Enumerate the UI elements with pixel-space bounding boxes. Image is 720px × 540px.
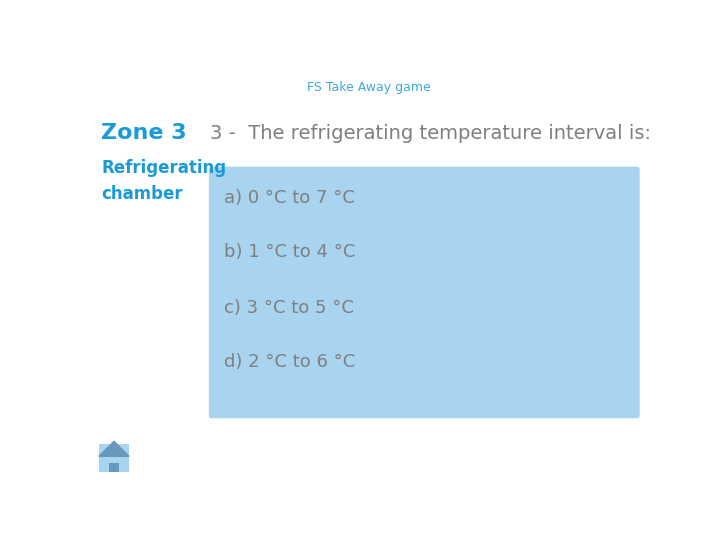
Text: FS Take Away game: FS Take Away game xyxy=(307,81,431,94)
Text: Refrigerating
chamber: Refrigerating chamber xyxy=(101,159,226,204)
FancyBboxPatch shape xyxy=(209,167,639,418)
Text: 3 -  The refrigerating temperature interval is:: 3 - The refrigerating temperature interv… xyxy=(210,124,651,143)
Text: b) 1 °C to 4 °C: b) 1 °C to 4 °C xyxy=(224,243,355,261)
Text: c) 3 °C to 5 °C: c) 3 °C to 5 °C xyxy=(224,299,354,317)
Text: a) 0 °C to 7 °C: a) 0 °C to 7 °C xyxy=(224,189,355,207)
FancyBboxPatch shape xyxy=(99,443,128,472)
Polygon shape xyxy=(99,441,129,456)
FancyBboxPatch shape xyxy=(109,463,119,472)
Text: Zone 3: Zone 3 xyxy=(101,124,186,144)
Text: d) 2 °C to 6 °C: d) 2 °C to 6 °C xyxy=(224,353,355,371)
